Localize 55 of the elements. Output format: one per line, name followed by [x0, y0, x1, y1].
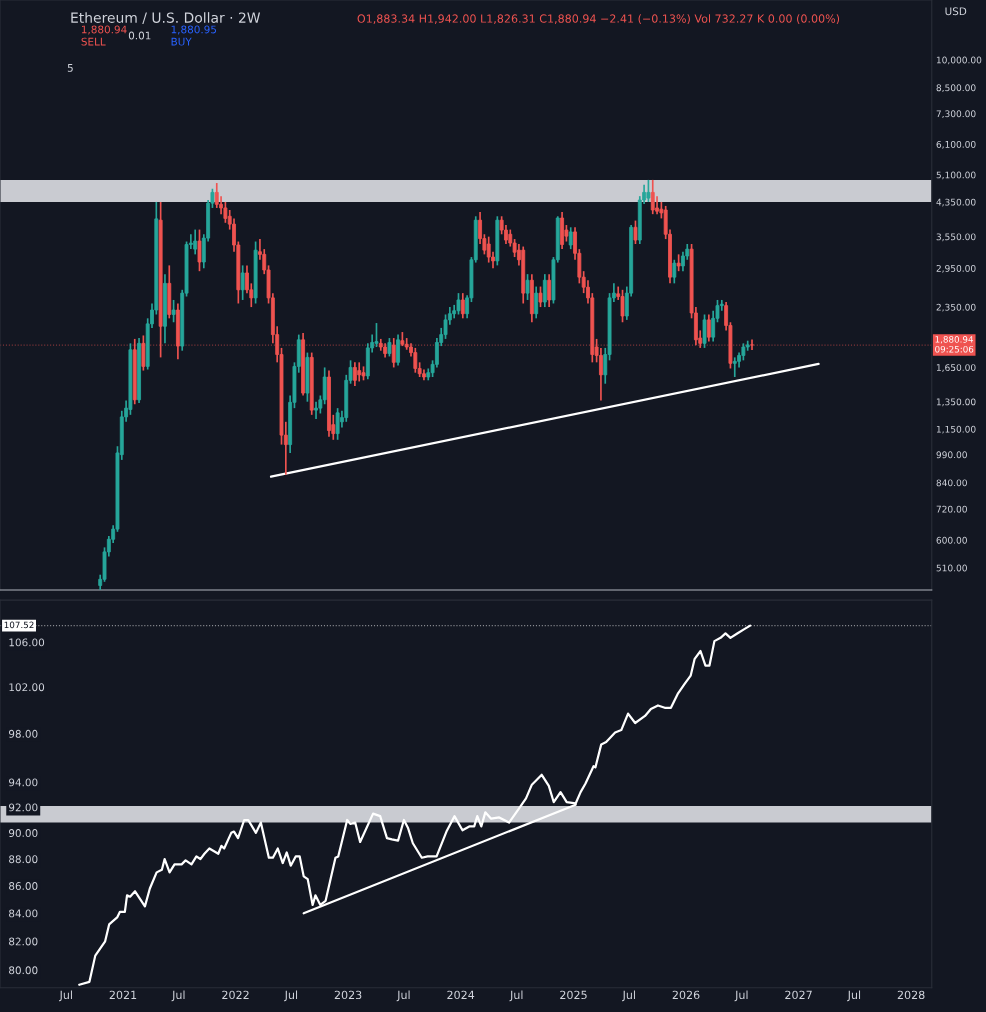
x-tick-label: Jul [171, 990, 185, 1002]
y-tick-label: 600.00 [936, 536, 967, 544]
y-tick-label: 840.00 [936, 479, 967, 487]
y-tick-label: 2,950.00 [936, 264, 976, 273]
y-tick-label: 1,150.00 [936, 425, 976, 434]
text: USD [945, 7, 967, 16]
x-tick-label: Jul [284, 990, 298, 1002]
text: Ethereum / U.S. Dollar · 2W [71, 12, 261, 24]
y-tick-label: 84.00 [9, 909, 38, 918]
annotation: SELL [81, 37, 106, 46]
ref-line-label: 107.52 [4, 621, 34, 629]
x-tick-label: 2023 [334, 990, 362, 1000]
x-tick-label: 2027 [785, 990, 812, 1000]
x-tick-label: 2024 [447, 990, 475, 1000]
annotation: 0.01 [128, 31, 151, 40]
x-tick-label: 2022 [222, 990, 249, 1000]
x-tick-label: Jul [59, 990, 72, 1002]
x-tick-label: Jul [847, 990, 861, 1002]
y-tick-label: 6,100.00 [936, 140, 976, 149]
y-tick-label: 7,300.00 [936, 110, 976, 119]
annotation: 1,880.95 [171, 25, 217, 35]
y-tick-label: 80.00 [9, 966, 38, 975]
y-tick-label: 106.00 [9, 638, 45, 647]
x-tick-label: 2025 [560, 990, 587, 1000]
y-tick-label: 8,500.00 [936, 84, 976, 93]
y-tick-label: 92.00 [8, 803, 38, 812]
x-tick-label: 2026 [672, 990, 700, 1000]
x-tick-label: Jul [509, 990, 523, 1002]
y-tick-label: 90.00 [8, 829, 38, 837]
y-tick-label: 990.00 [936, 451, 967, 459]
y-tick-label: 510.00 [936, 564, 967, 572]
y-tick-label: 88.00 [9, 855, 38, 864]
y-tick-label: 4,350.00 [936, 198, 976, 207]
y-tick-label: 82.00 [9, 937, 38, 946]
annotation: BUY [171, 37, 192, 46]
y-tick-label: 2,350.00 [936, 303, 976, 312]
y-tick-label: 98.00 [8, 729, 38, 738]
y-tick-label: 720.00 [936, 505, 967, 513]
annotation: 5 [67, 64, 73, 72]
text: O1,883.34 H1,942.00 L1,826.31 C1,880.94 −2.41 (−0.13%) Vol 732.27 K 0.00 (0.00%) [357, 14, 840, 25]
x-tick-label: 2021 [109, 990, 137, 1000]
y-tick-label: 102.00 [9, 683, 45, 692]
x-tick-label: Jul [396, 990, 410, 1002]
x-tick-label: Jul [734, 990, 748, 1002]
x-tick-label: 2028 [897, 990, 925, 1000]
annotation: 1,880.94 [82, 25, 127, 35]
y-tick-label: 10,000.00 [936, 56, 982, 65]
y-tick-label: 1,350.00 [936, 398, 976, 407]
ref-line-label: 1,880.94 09:25:06 [935, 336, 974, 353]
y-tick-label: 94.00 [8, 778, 38, 787]
y-tick-label: 3,550.00 [936, 233, 976, 242]
y-tick-label: 5,100.00 [936, 171, 976, 180]
y-tick-label: 1,650.00 [936, 364, 976, 372]
y-tick-label: 86.00 [9, 882, 38, 890]
x-tick-label: Jul [622, 990, 635, 1002]
